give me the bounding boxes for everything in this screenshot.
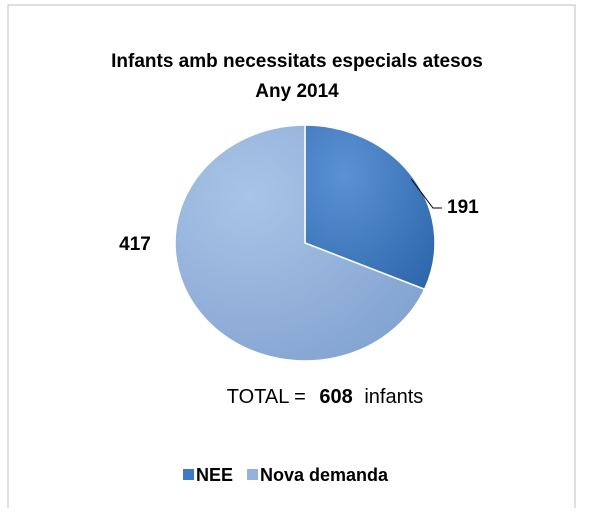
chart-subtitle: Any 2014 [255,81,339,102]
total-annotation: TOTAL = 608 infants [227,386,424,408]
total-value: 608 [319,386,352,408]
total-suffix: infants [364,386,423,408]
data-label: 417 [119,234,151,255]
data-label: 191 [447,197,479,218]
legend-label: Nova demanda [260,465,389,485]
pie-slice [174,124,426,362]
leader-line [410,178,442,209]
chart-title: Infants amb necessitats especials atesos [111,51,483,72]
legend-swatch [247,469,259,480]
pie: 191 417 [119,124,479,362]
legend-label: NEE [196,465,233,485]
legend: NEE Nova demanda [183,465,389,485]
legend-swatch [183,469,194,480]
pie-slice [304,124,436,291]
total-prefix: TOTAL = [227,386,306,408]
